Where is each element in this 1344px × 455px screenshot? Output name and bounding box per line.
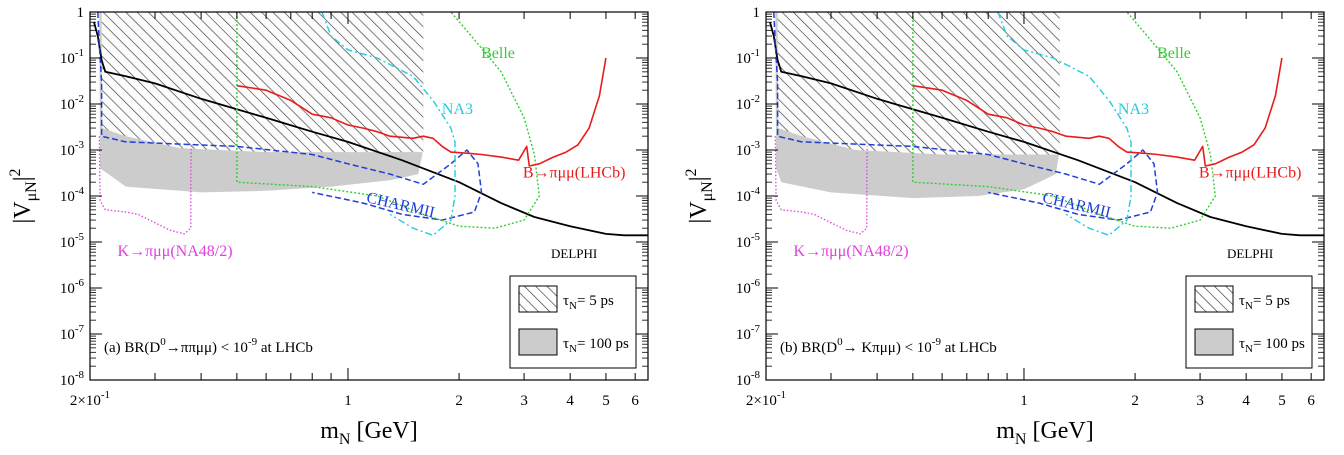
curve-label-charmii: CHARMII: [1041, 189, 1112, 221]
panel-caption: (a) BR(D0→ππμμ) < 10-9 at LHCb: [104, 336, 313, 356]
x-tick-label: 5: [1278, 393, 1286, 409]
y-tick-label: 10-4: [736, 185, 761, 205]
curve-label-na3: NA3: [1118, 101, 1149, 118]
legend-entry-label: τN= 100 ps: [563, 336, 629, 355]
curve-b-lhcb: [912, 57, 1283, 167]
y-tick-label: 10-3: [60, 139, 85, 159]
y-axis: 10-8 10-7 10-6 10-5 10-4 10-3 10-2 10-1 1: [736, 5, 1324, 389]
chart-panel-a: 10-810-710-610-510-410-310-210-112×10-1 1…: [7, 5, 649, 448]
curve-delphi: [769, 21, 1324, 237]
x-tick-label: 2×10-1: [70, 389, 110, 409]
limit-curves: [769, 12, 1324, 237]
x-axis: 2×10-1 1 2 3 4 5 6: [746, 12, 1315, 409]
curve-label-k-na48-2: K→πμμ(NA48/2): [794, 243, 909, 260]
curve-na3: [997, 12, 1132, 236]
y-tick-label: 10-6: [60, 277, 85, 297]
x-tick-label: 4: [566, 393, 574, 409]
region-tau-5ps: [101, 12, 424, 153]
curve-label-b-lhcb: B→πμμ(LHCb): [523, 165, 626, 182]
legend-entry-label: τN= 100 ps: [1239, 336, 1305, 355]
region-tau-5ps: [777, 12, 1060, 155]
x-axis: 2×10-1 1 2 3 4 5 6: [70, 12, 639, 409]
x-tick-label: 2×10-1: [746, 389, 786, 409]
legend: τN= 5 ps τN= 100 ps: [509, 275, 637, 369]
y-tick-label: 10-2: [60, 93, 84, 113]
legend-swatch-gray: [1194, 328, 1234, 356]
x-tick-label: 1: [344, 393, 352, 409]
limit-curves: [93, 12, 648, 237]
x-tick-label: 6: [1307, 393, 1315, 409]
y-tick-label: 10-1: [736, 47, 760, 67]
y-tick-label: 10-4: [60, 185, 85, 205]
curve-delphi: [93, 21, 648, 237]
legend-entry-label: τN= 5 ps: [563, 293, 614, 312]
y-tick-label: 10-7: [736, 323, 761, 343]
panel-caption: (b) BR(D0→ Kπμμ) < 10-9 at LHCb: [780, 336, 997, 356]
x-axis-title: mN [GeV]: [320, 418, 418, 448]
exclusion-regions: [775, 12, 1060, 199]
curve-b-lhcb: [236, 57, 607, 167]
curve-label-belle: Belle: [1157, 45, 1191, 62]
legend: τN= 5 ps τN= 100 ps: [1185, 275, 1313, 369]
curve-label-delphi: DELPHI: [551, 246, 597, 261]
y-tick-label: 1: [753, 5, 761, 21]
curve-label-k-na48-2: K→πμμ(NA48/2): [118, 243, 233, 260]
y-tick-label: 10-8: [736, 369, 761, 389]
x-tick-label: 6: [631, 393, 639, 409]
curve-belle: [236, 12, 540, 229]
legend-swatch-hatched: [518, 285, 558, 313]
curve-k-na48-2: [774, 136, 868, 235]
x-tick-label: 1: [1020, 393, 1028, 409]
y-tick-label: 10-8: [60, 369, 85, 389]
x-tick-label: 2: [455, 393, 463, 409]
x-axis-title: mN [GeV]: [996, 418, 1094, 448]
chart-panel-b: 10-810-710-610-510-410-310-210-112×10-1 1…: [683, 5, 1325, 448]
legend-entry-label: τN= 5 ps: [1239, 293, 1290, 312]
curve-na3: [321, 12, 456, 236]
legend-swatch-gray: [518, 328, 558, 356]
curve-k-na48-2: [98, 136, 192, 235]
curve-label-b-lhcb: B→πμμ(LHCb): [1199, 165, 1302, 182]
x-tick-label: 3: [1196, 393, 1204, 409]
y-tick-label: 10-6: [736, 277, 761, 297]
y-tick-label: 10-3: [736, 139, 761, 159]
curve-belle: [912, 12, 1216, 229]
x-tick-label: 5: [602, 393, 610, 409]
y-axis-title: |VμN|2: [683, 168, 716, 223]
y-tick-label: 1: [77, 5, 85, 21]
curve-label-delphi: DELPHI: [1227, 246, 1273, 261]
x-tick-label: 3: [520, 393, 528, 409]
curve-label-belle: Belle: [481, 45, 515, 62]
x-tick-label: 2: [1131, 393, 1139, 409]
y-tick-label: 10-2: [736, 93, 760, 113]
exclusion-regions: [99, 12, 424, 193]
y-axis: 10-8 10-7 10-6 10-5 10-4 10-3 10-2 10-1 1: [60, 5, 648, 389]
curve-label-charmii: CHARMII: [365, 189, 436, 221]
y-axis-title: |VμN|2: [7, 168, 40, 223]
curve-label-na3: NA3: [442, 101, 473, 118]
y-tick-label: 10-1: [60, 47, 84, 67]
x-tick-label: 4: [1242, 393, 1250, 409]
y-tick-label: 10-5: [736, 231, 761, 251]
y-tick-label: 10-5: [60, 231, 85, 251]
legend-swatch-hatched: [1194, 285, 1234, 313]
y-tick-label: 10-7: [60, 323, 85, 343]
